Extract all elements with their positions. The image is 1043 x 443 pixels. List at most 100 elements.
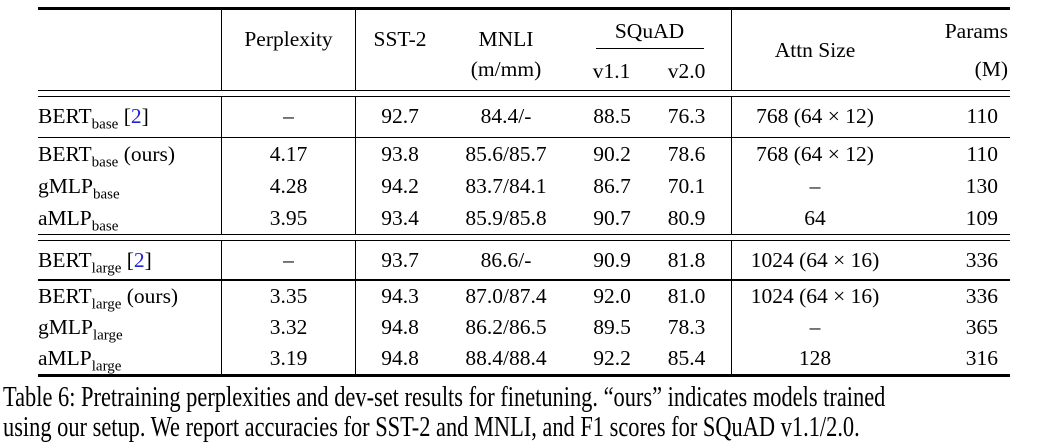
cell-perplexity: 4.28 [222,170,356,203]
table-top-rule [38,7,1010,10]
model-name: BERTbase [2] [38,104,149,133]
cell-squad-v20: 80.9 [656,202,732,235]
header-perplexity: Perplexity [222,9,356,90]
cell-model: BERTbase (ours) [38,138,222,171]
cell-squad-v11: 90.2 [593,141,631,166]
cell-mnli: 88.4/88.4 [465,345,547,370]
header-attn-size: Attn Size [732,10,898,90]
cell-perplexity: 3.35 [222,280,356,312]
cell-squad-v20: 85.4 [656,342,732,374]
squad-underline [595,47,704,50]
cell-squad-v11: 90.7 [593,205,631,230]
header-squad-label: SQuAD [614,18,685,43]
cell-model: gMLPlarge [38,311,222,344]
model-name: BERTbase (ours) [38,141,176,171]
header-model-column [38,9,222,90]
header-sst2: SST-2 [356,10,444,90]
cell-mnli: 83.7/84.1 [465,173,547,198]
cell-perplexity: – [222,241,356,280]
citation-link[interactable]: 2 [133,247,145,272]
header-mnli-sublabel: (m/mm) [470,56,542,81]
header-sst2-label: SST-2 [373,26,427,51]
cell-attn-size: 768 (64 × 12) [756,104,874,129]
cell-model: aMLPbase [38,202,222,235]
cell-model: BERTlarge [2] [38,241,222,280]
model-size-subscript: base [91,154,119,171]
citation-link[interactable]: 2 [130,104,142,129]
table-row: BERTlarge (ours) 3.35 94.3 87.0/87.4 92.… [38,280,1010,313]
cell-mnli: 85.6/85.7 [465,141,547,166]
results-table: Perplexity SST-2 MNLI (m/mm) SQuAD v1.1 … [38,7,1010,377]
cell-params: 130 [965,173,998,198]
cell-mnli: 86.6/- [480,247,532,272]
model-size-subscript: large [91,358,122,375]
header-double-rule [38,89,1010,97]
cell-mnli: 84.4/- [480,104,532,129]
header-squad-v11: v1.1 [592,59,631,84]
cell-params: 365 [965,314,998,339]
cell-squad-v20: 70.1 [656,170,732,203]
header-mnli: MNLI (m/mm) [444,10,568,90]
cell-perplexity: 4.17 [222,138,356,171]
model-size-subscript: large [92,327,123,344]
cell-squad-v11: 88.5 [593,104,631,129]
header-attn-size-label: Attn Size [774,37,856,62]
model-size-subscript: base [91,218,119,235]
cell-squad-v20: 81.0 [656,280,732,312]
cell-sst2: 93.7 [381,247,419,272]
cell-attn-size: 1024 (64 × 16) [750,247,880,272]
model-size-subscript: base [91,116,119,133]
cell-attn-size: 1024 (64 × 16) [750,283,880,308]
table-caption: Table 6: Pretraining perplexities and de… [3,381,1043,443]
section-rule [38,136,1010,139]
cell-squad-v20: 78.6 [656,138,732,171]
section-double-rule [38,234,1010,242]
cell-perplexity: 3.32 [222,311,356,343]
table-row: BERTbase [2] – 92.7 84.4/- 88.5 76.3 768… [38,96,1010,137]
cell-perplexity: 3.95 [222,202,356,235]
cell-sst2: 93.4 [381,205,419,230]
model-name: gMLPlarge [38,314,123,344]
cell-squad-v20: 81.8 [656,241,732,280]
section-rule [38,279,1010,281]
cell-sst2: 92.7 [381,104,419,129]
cell-model: BERTbase [2] [38,96,222,137]
model-size-subscript: base [92,186,120,203]
model-name: BERTlarge [2] [38,247,152,277]
cell-squad-v20: 76.3 [656,96,732,137]
model-size-subscript: large [91,260,122,277]
cell-squad-v11: 92.0 [593,283,631,308]
cell-sst2: 94.8 [381,314,419,339]
caption-line-2: using our setup. We report accuracies fo… [3,411,860,443]
cell-squad-v20: 78.3 [656,311,732,343]
cell-attn-size: – [809,173,821,198]
cell-sst2: 94.8 [381,345,419,370]
cell-params: 336 [965,247,998,272]
cell-squad-v11: 90.9 [593,247,631,272]
cell-mnli: 87.0/87.4 [465,283,547,308]
cell-squad-v11: 92.2 [593,345,631,370]
table-header-row: Perplexity SST-2 MNLI (m/mm) SQuAD v1.1 … [38,9,1010,90]
table-row: gMLPlarge 3.32 94.8 86.2/86.5 89.5 78.3 … [38,311,1010,344]
header-squad-v20: v2.0 [667,59,706,84]
header-params: Params (M) [898,10,1010,90]
header-perplexity-label: Perplexity [244,26,333,51]
cell-params: 109 [965,205,998,230]
squad-subheaders: v1.1 v2.0 [568,57,732,85]
header-mnli-label: MNLI [478,26,534,51]
table-row: BERTlarge [2] – 93.7 86.6/- 90.9 81.8 10… [38,241,1010,280]
cell-attn-size: 768 (64 × 12) [756,141,874,166]
header-params-label: Params [944,18,1008,43]
cell-params: 336 [965,283,998,308]
model-name: BERTlarge (ours) [38,283,179,313]
cell-mnli: 85.9/85.8 [465,205,547,230]
table-row: aMLPbase 3.95 93.4 85.9/85.8 90.7 80.9 6… [38,202,1010,235]
cell-perplexity: 3.19 [222,342,356,374]
cell-model: gMLPbase [38,170,222,203]
caption-line-1: Table 6: Pretraining perplexities and de… [3,381,886,413]
cell-model: BERTlarge (ours) [38,280,222,313]
cell-sst2: 93.8 [381,141,419,166]
cell-mnli: 86.2/86.5 [465,314,547,339]
cell-params: 110 [966,104,998,129]
